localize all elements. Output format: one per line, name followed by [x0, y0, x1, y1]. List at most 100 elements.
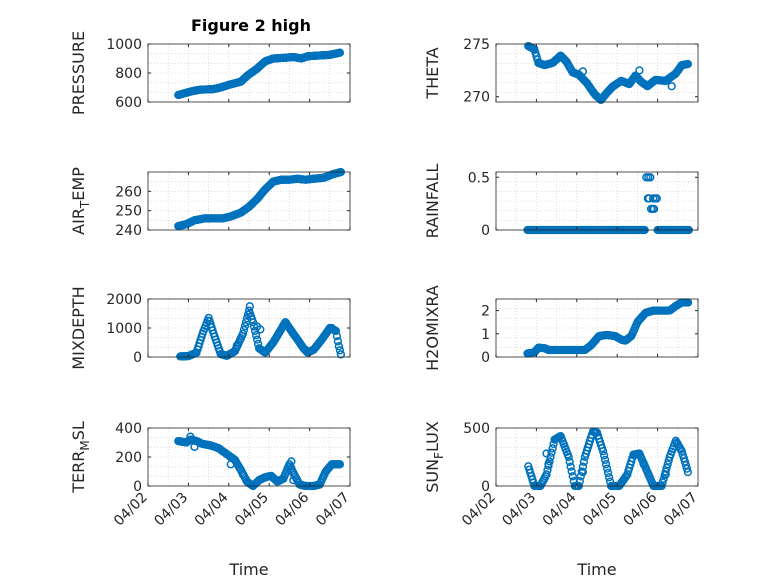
data-point — [598, 447, 608, 456]
data-point — [547, 448, 556, 457]
data-markers — [524, 41, 693, 105]
y-tick-label: 600 — [115, 95, 142, 111]
y-axis-label: AIRTEMP — [69, 167, 92, 235]
subplot-5: 0 1000 2000 MIXDEPTH — [69, 286, 351, 370]
y-tick-label: 1000 — [106, 321, 142, 337]
data-point — [542, 470, 551, 479]
subplot-1: 600 800 1000 PRESSURE — [69, 31, 351, 115]
data-markers — [174, 167, 346, 231]
y-tick-label: 275 — [463, 37, 490, 53]
y-tick-label: 1000 — [106, 37, 142, 53]
data-markers — [523, 298, 693, 358]
data-point — [544, 459, 553, 469]
y-tick-label: 200 — [115, 450, 142, 466]
y-tick-label: 2000 — [106, 292, 142, 308]
y-axis-label: RAINFALL — [423, 164, 442, 239]
data-point — [332, 331, 342, 341]
data-point — [677, 447, 686, 456]
y-tick-label: 400 — [115, 421, 142, 437]
x-tick-label: 04/05 — [232, 490, 272, 530]
x-tick-label: 04/07 — [313, 490, 353, 530]
data-point — [248, 318, 258, 327]
data-point — [578, 67, 588, 76]
axes-box — [495, 427, 699, 487]
data-point — [652, 194, 661, 203]
y-tick-label: 0 — [481, 223, 490, 239]
y-tick-label: 270 — [463, 90, 490, 106]
data-markers — [524, 427, 693, 491]
y-tick-label: 0 — [481, 350, 490, 366]
y-tick-label: 2 — [481, 304, 490, 320]
data-point — [578, 462, 588, 471]
data-point — [190, 442, 199, 452]
y-tick-label: 0 — [481, 479, 490, 495]
y-axis-label: PRESSURE — [69, 31, 88, 115]
data-point — [186, 432, 195, 441]
data-point — [564, 452, 573, 462]
x-tick-label: 04/02 — [111, 490, 151, 530]
data-markers — [176, 302, 346, 361]
data-point — [599, 451, 609, 460]
data-point — [333, 337, 343, 346]
y-tick-label: 800 — [115, 66, 142, 82]
subplot-3: 240 250 260 AIRTEMP — [69, 167, 351, 239]
data-point — [604, 473, 614, 482]
figure-title: Figure 2 high — [191, 16, 311, 35]
data-point — [568, 472, 577, 481]
y-tick-label: 0 — [133, 350, 142, 366]
data-point — [240, 321, 250, 331]
data-point — [576, 472, 585, 481]
data-point — [565, 457, 574, 466]
y-axis-label: H2OMIXRA — [423, 285, 442, 371]
data-point — [250, 326, 260, 336]
x-tick-label: 04/06 — [621, 489, 661, 529]
grid-lines — [496, 172, 698, 230]
data-point — [238, 470, 248, 479]
data-point — [232, 341, 242, 350]
data-point — [334, 342, 344, 351]
data-point — [667, 82, 676, 91]
x-tick-label: 04/02 — [459, 490, 499, 530]
data-point — [251, 331, 261, 340]
data-point — [649, 204, 659, 214]
x-axis-label: Time — [576, 560, 616, 579]
data-point — [289, 476, 298, 485]
x-axis-label: Time — [228, 560, 268, 579]
data-point — [601, 460, 611, 469]
data-point — [252, 335, 262, 344]
data-point — [548, 444, 557, 453]
data-point — [646, 173, 655, 182]
data-point — [239, 325, 249, 335]
data-point — [682, 464, 692, 473]
y-tick-label: 0 — [133, 479, 142, 495]
y-axis-label: THETA — [423, 47, 442, 99]
data-point — [579, 457, 589, 466]
x-tick-label: 04/07 — [661, 490, 701, 530]
data-point — [335, 460, 345, 469]
x-tick-label: 04/05 — [580, 490, 620, 530]
data-point — [575, 477, 584, 486]
x-tick-label: 04/04 — [540, 489, 580, 529]
axes-box — [495, 171, 699, 231]
data-point — [336, 350, 346, 359]
data-point — [578, 467, 588, 477]
y-tick-label: 260 — [115, 184, 142, 200]
data-markers — [174, 432, 345, 491]
data-point — [663, 460, 672, 469]
y-axis-label: SUNFLUX — [423, 421, 446, 493]
y-tick-label: 1 — [481, 327, 490, 343]
data-markers — [174, 48, 345, 100]
subplot-4: 0 0.5 RAINFALL — [423, 164, 699, 239]
data-point — [659, 474, 668, 483]
data-point — [661, 467, 670, 476]
axes-box — [147, 171, 351, 231]
data-point — [602, 464, 612, 473]
data-point — [335, 346, 345, 355]
data-point — [542, 449, 551, 458]
data-point — [301, 345, 310, 354]
data-point — [635, 66, 644, 75]
x-tick-label: 04/03 — [499, 490, 539, 530]
data-point — [245, 302, 254, 311]
data-point — [226, 460, 235, 469]
